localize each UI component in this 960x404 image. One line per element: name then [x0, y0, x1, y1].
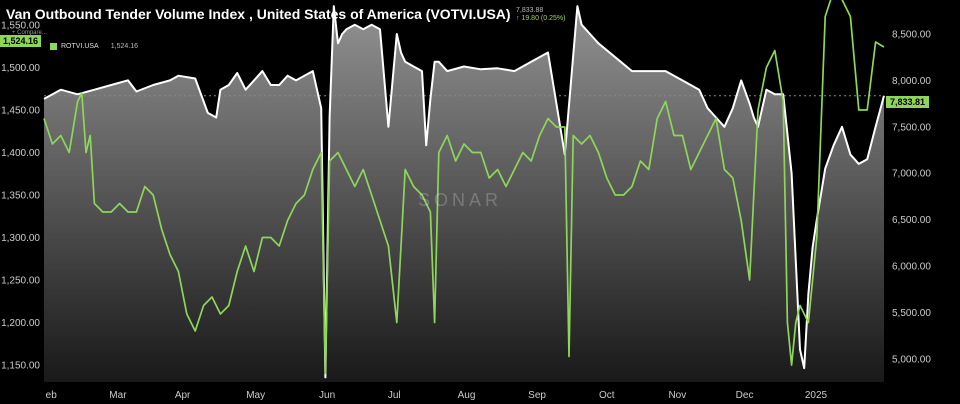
legend-swatch [50, 43, 57, 50]
x-tick-label: eb [46, 390, 58, 401]
compare-link[interactable]: + Compare... [12, 30, 47, 36]
x-tick-label: May [246, 390, 265, 401]
y-right-tick-label: 8,500.00 [892, 29, 931, 40]
y-right-tick-label: 6,000.00 [892, 261, 931, 272]
votvi-usa-line[interactable] [43, 5, 885, 379]
header-value: 7,833.88 [516, 7, 544, 14]
y-right-tick-label: 5,500.00 [892, 308, 931, 319]
y-left-tick-label: 1,550.00 [1, 21, 40, 32]
x-tick-label: Aug [458, 390, 476, 401]
y-left-tick-label: 1,250.00 [1, 276, 40, 287]
y-left-tick-label: 1,500.00 [1, 63, 40, 74]
header-value-block: 7,833.88 ↑ 19.80 (0.25%) [516, 7, 565, 23]
y-left-tick-label: 1,450.00 [1, 106, 40, 117]
legend-label: ROTVI.USA [61, 43, 99, 50]
header-change: ↑ 19.80 (0.25%) [516, 15, 566, 22]
y-right-tick-label: 6,500.00 [892, 215, 931, 226]
y-left-tick-label: 1,400.00 [1, 148, 40, 159]
rotvi-usa-line[interactable] [43, 0, 885, 375]
watermark: SONAR [418, 190, 503, 210]
chart-title: Van Outbound Tender Volume Index , Unite… [6, 6, 511, 22]
y-right-tick-label: 7,500.00 [892, 122, 931, 133]
y-right-tick-label: 8,000.00 [892, 76, 931, 87]
x-tick-label: Sep [528, 390, 546, 401]
y-left-tick-label: 1,300.00 [1, 233, 40, 244]
y-right-tick-label: 7,000.00 [892, 169, 931, 180]
x-tick-label: 2025 [805, 390, 828, 401]
y-right-tick-label: 5,000.00 [892, 354, 931, 365]
y-left-tick-label: 1,350.00 [1, 191, 40, 202]
x-tick-label: Dec [736, 390, 754, 401]
x-tick-label: Apr [175, 390, 191, 401]
x-tick-label: Jun [319, 390, 335, 401]
left-price-badge: 1,524.16 [0, 35, 42, 47]
y-left-tick-label: 1,200.00 [1, 318, 40, 329]
x-tick-label: Nov [668, 390, 686, 401]
x-tick-label: Mar [109, 390, 127, 401]
legend[interactable]: ROTVI.USA 1,524.16 [50, 43, 138, 50]
legend-value: 1,524.16 [110, 43, 138, 50]
x-tick-label: Jul [388, 390, 401, 401]
y-left-tick-label: 1,150.00 [1, 361, 40, 372]
right-price-badge: 7,833.81 [886, 96, 930, 108]
votvi-area [44, 6, 884, 382]
x-tick-label: Oct [599, 390, 615, 401]
